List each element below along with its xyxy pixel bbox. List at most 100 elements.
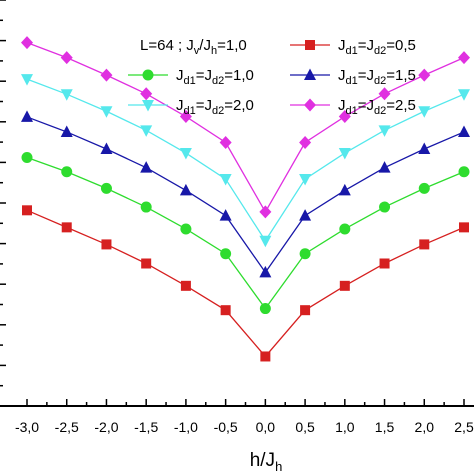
data-point <box>100 182 112 194</box>
data-point <box>379 258 390 269</box>
legend-label: Jd1=Jd2=2,0 <box>176 97 254 117</box>
data-point <box>418 142 431 155</box>
data-point <box>219 209 232 221</box>
data-point <box>259 265 272 278</box>
legend-marker <box>304 98 316 112</box>
legend-item-5: Jd1=Jd2=2,5 <box>290 97 416 117</box>
legend-header: L=64 ; Jv/Jh=1,0 <box>140 37 247 57</box>
data-point <box>60 89 73 101</box>
data-point <box>458 166 470 178</box>
data-point <box>140 87 153 101</box>
x-tick-label: -1,5 <box>134 419 158 435</box>
data-point <box>220 305 231 316</box>
legend: L=64 ; Jv/Jh=1,0 Jd1=Jd2=0,5 Jd1=Jd2=1,0 Jd… <box>128 37 416 117</box>
data-point <box>259 303 271 315</box>
data-point <box>299 174 312 186</box>
data-point <box>338 110 351 124</box>
data-point <box>140 201 152 213</box>
legend-label: Jd1=Jd2=1,5 <box>338 67 416 87</box>
y-axis-ticks <box>0 0 6 407</box>
data-point <box>339 223 351 235</box>
data-point <box>259 235 272 248</box>
series-line <box>26 78 465 242</box>
data-point <box>299 209 312 221</box>
x-tick-label: 0,5 <box>295 419 315 435</box>
data-point <box>180 280 191 291</box>
x-axis: -3,0 -2,5 -2,0 -1,5 -1,0 -0,5 0,0 0,5 1,0 1,5 2,0 2… <box>0 399 474 435</box>
data-point <box>299 136 312 150</box>
data-point <box>22 205 32 216</box>
series-line <box>26 42 465 214</box>
data-point <box>378 125 391 137</box>
legend-marker <box>142 69 154 81</box>
data-point <box>459 222 469 233</box>
data-point <box>378 161 391 173</box>
x-tick-label: 1,0 <box>335 419 355 435</box>
legend-label: Jd1=Jd2=1,0 <box>176 67 254 87</box>
x-axis-title: h/Jh <box>250 450 283 474</box>
data-point <box>179 110 192 124</box>
data-point <box>299 248 311 260</box>
data-point <box>100 68 113 82</box>
data-point <box>219 136 232 150</box>
series-2 <box>21 152 470 315</box>
data-point <box>418 106 431 118</box>
data-point <box>61 222 72 233</box>
x-tick-label: -0,5 <box>214 419 238 435</box>
data-point <box>180 223 192 235</box>
data-point <box>60 51 73 65</box>
data-point <box>21 36 33 50</box>
series-line <box>26 156 465 310</box>
x-tick-label: 0,0 <box>256 419 276 435</box>
series-line <box>26 116 465 274</box>
data-point <box>179 183 192 196</box>
series-layer <box>21 36 470 362</box>
legend-item-1: Jd1=Jd2=0,5 <box>290 37 416 57</box>
data-point <box>220 248 232 260</box>
data-point <box>418 182 430 194</box>
series-4 <box>21 74 470 248</box>
legend-item-3: Jd1=Jd2=1,5 <box>290 67 416 87</box>
data-point <box>458 89 470 101</box>
series-3 <box>21 110 470 278</box>
data-point <box>259 205 272 219</box>
data-point <box>300 305 311 316</box>
data-point <box>179 148 192 160</box>
legend-marker <box>304 68 316 80</box>
data-point <box>100 106 113 118</box>
legend-marker <box>142 100 154 112</box>
data-point <box>419 239 430 250</box>
data-point <box>458 51 470 65</box>
data-point <box>260 351 271 362</box>
series-5 <box>21 36 470 219</box>
x-tick-label: -3,0 <box>15 419 39 435</box>
x-tick-label: 1,5 <box>375 419 395 435</box>
data-point <box>21 152 33 164</box>
data-point <box>101 239 112 250</box>
legend-item-4: Jd1=Jd2=2,0 <box>128 97 254 117</box>
data-point <box>61 166 73 178</box>
x-tick-label: -2,0 <box>94 419 118 435</box>
legend-label: Jd1=Jd2=0,5 <box>338 37 416 57</box>
data-point <box>21 110 33 122</box>
x-tick-label: -1,0 <box>174 419 198 435</box>
data-point <box>21 74 33 86</box>
legend-item-2: Jd1=Jd2=1,0 <box>128 67 254 87</box>
data-point <box>418 68 431 82</box>
data-point <box>378 87 391 101</box>
legend-marker <box>305 40 315 50</box>
data-point <box>338 148 351 160</box>
data-point <box>141 258 152 269</box>
data-point <box>458 125 470 137</box>
data-point <box>339 280 350 291</box>
x-tick-label: -2,5 <box>55 419 79 435</box>
series-1 <box>22 205 469 362</box>
data-point <box>379 201 391 213</box>
legend-label: Jd1=Jd2=2,5 <box>338 97 416 117</box>
data-point <box>219 174 232 186</box>
data-point <box>60 125 73 137</box>
data-point <box>100 142 113 155</box>
x-tick-label: 2,0 <box>415 419 435 435</box>
data-point <box>140 161 153 173</box>
data-point <box>338 183 351 196</box>
